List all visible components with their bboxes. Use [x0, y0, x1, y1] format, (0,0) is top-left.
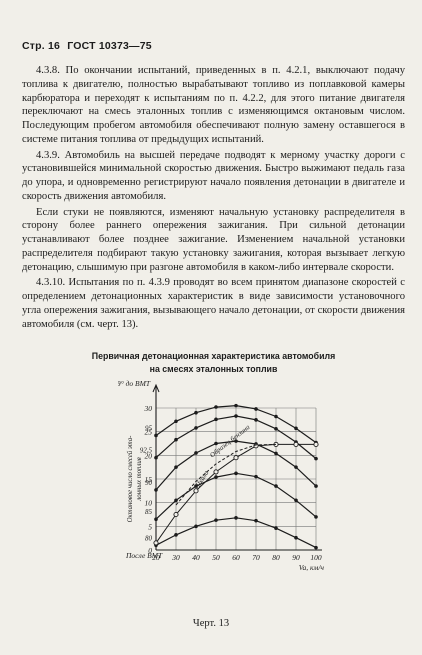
series-point-85-7	[294, 498, 298, 503]
series-point-95-3	[214, 405, 218, 409]
x-tick-label-50: 50	[212, 553, 220, 562]
x-tick-label-70: 70	[252, 553, 260, 562]
series-point-85-6	[274, 484, 278, 488]
chart-title-line2: на смесях эталонных топлив	[149, 364, 278, 374]
series-point-85-5	[254, 474, 258, 479]
series-label-90: 90	[145, 479, 153, 487]
series-point-85-1	[174, 498, 178, 503]
series-label-85: 85	[145, 508, 153, 516]
x-tick-label-40: 40	[192, 553, 200, 562]
series-point-92,5-3	[214, 417, 218, 422]
series-point-92,5-0	[154, 455, 158, 460]
y-axis-arrow	[152, 383, 160, 393]
detonation-chart: 0 5 10 15 20 25 30 20 30 40 50 60 70 80 90 100 θ° до ВМТ…	[118, 380, 325, 572]
y-tick-label-25: 25	[145, 428, 153, 437]
page-number: Стр. 16	[22, 40, 61, 52]
ignition-point-1	[173, 511, 179, 518]
y-tick-label-0: 0	[148, 546, 152, 555]
series-point-92,5-4	[234, 414, 238, 418]
paragraph-4-3-8: 4.3.8. По окончании испытаний, приведенн…	[22, 65, 405, 145]
series-point-85-8	[314, 515, 318, 519]
series-point-92,5-6	[274, 427, 278, 431]
series-point-80-7	[294, 535, 298, 540]
series-point-85-3	[214, 475, 218, 479]
series-point-80-2	[194, 524, 198, 529]
ignition-point-3	[213, 469, 219, 475]
series-point-80-3	[214, 518, 218, 522]
series-point-95-1	[174, 419, 178, 424]
ignition-point-2	[193, 488, 199, 494]
body-text: 4.3.8. По окончании испытаний, приведенн…	[22, 64, 405, 331]
side-label-line1: Октановое число смесей эта-	[127, 435, 134, 523]
series-point-80-5	[254, 518, 258, 523]
figure-caption: Черт. 13	[192, 618, 230, 629]
page-header: Стр. 16 ГОСТ 10373—75	[22, 40, 152, 52]
series-point-85-0	[154, 517, 158, 522]
x-tick-label-20: 20	[152, 553, 160, 562]
x-tick-label-90: 90	[292, 553, 300, 562]
y-tick-label-10: 10	[145, 499, 153, 508]
series-point-85-4	[234, 471, 238, 476]
series-point-90-7	[294, 465, 298, 469]
series-point-85-2	[194, 484, 198, 488]
x-tick-label-30: 30	[171, 553, 180, 562]
paragraph-4-3-9: 4.3.9. Автомобиль на высшей передаче под…	[22, 149, 405, 202]
series-point-80-6	[274, 526, 278, 531]
bottom-left-label: После ВМТ	[125, 551, 163, 560]
standard-number: ГОСТ 10373—75	[67, 40, 152, 52]
series-point-80-4	[234, 516, 238, 520]
ignition-point-7	[293, 441, 299, 447]
series-point-92,5-8	[314, 456, 318, 461]
series-point-95-6	[274, 414, 278, 419]
y-tick-label-15: 15	[145, 475, 153, 484]
x-tick-label-100: 100	[310, 553, 322, 562]
series-point-90-4	[234, 439, 238, 443]
series-point-80-1	[174, 533, 178, 537]
series-point-90-3	[214, 441, 218, 446]
series-point-90-6	[274, 451, 278, 456]
y-tick-label-20: 20	[145, 451, 153, 460]
series-point-90-2	[194, 451, 198, 455]
ignition-point-8	[313, 441, 319, 447]
series-point-92,5-2	[194, 426, 198, 430]
y-tick-label-30: 30	[144, 404, 153, 413]
paragraph-stuki: Если стуки не появляются, изменяют начал…	[22, 206, 405, 273]
x-tick-label-80: 80	[272, 553, 280, 562]
series-label-92,5: 92,5	[140, 447, 153, 455]
series-point-90-8	[314, 484, 318, 488]
series-point-95-5	[254, 407, 258, 411]
y-axis-label: θ° до ВМТ	[118, 380, 151, 388]
x-axis-label: Va, км/ч	[299, 563, 325, 572]
series-point-92,5-1	[174, 437, 178, 442]
x-tick-label-60: 60	[232, 553, 240, 562]
series-point-80-8	[314, 545, 318, 550]
series-label-80: 80	[145, 534, 153, 542]
ignition-point-4	[233, 455, 239, 461]
series-point-95-4	[234, 403, 238, 408]
series-point-95-2	[194, 410, 198, 415]
chart-title-line1: Первичная детонационная характеристика а…	[91, 351, 336, 361]
series-label-95: 95	[145, 424, 153, 432]
series-point-90-1	[174, 465, 178, 469]
y-tick-label-5: 5	[148, 522, 152, 531]
series-point-92,5-5	[254, 418, 258, 422]
side-label-line2: лонных топлив	[136, 457, 143, 502]
required-curve-label: Образец бензина	[209, 424, 252, 460]
series-point-90-0	[154, 488, 158, 492]
series-point-95-7	[294, 426, 298, 431]
ignition-point-0	[153, 540, 159, 546]
chart-title: Первичная детонационная характеристика а…	[22, 350, 405, 376]
required-curve	[175, 443, 277, 506]
paragraph-4-3-10: 4.3.10. Испытания по п. 4.3.9 проводят в…	[22, 277, 405, 330]
series-point-95-0	[154, 433, 158, 438]
